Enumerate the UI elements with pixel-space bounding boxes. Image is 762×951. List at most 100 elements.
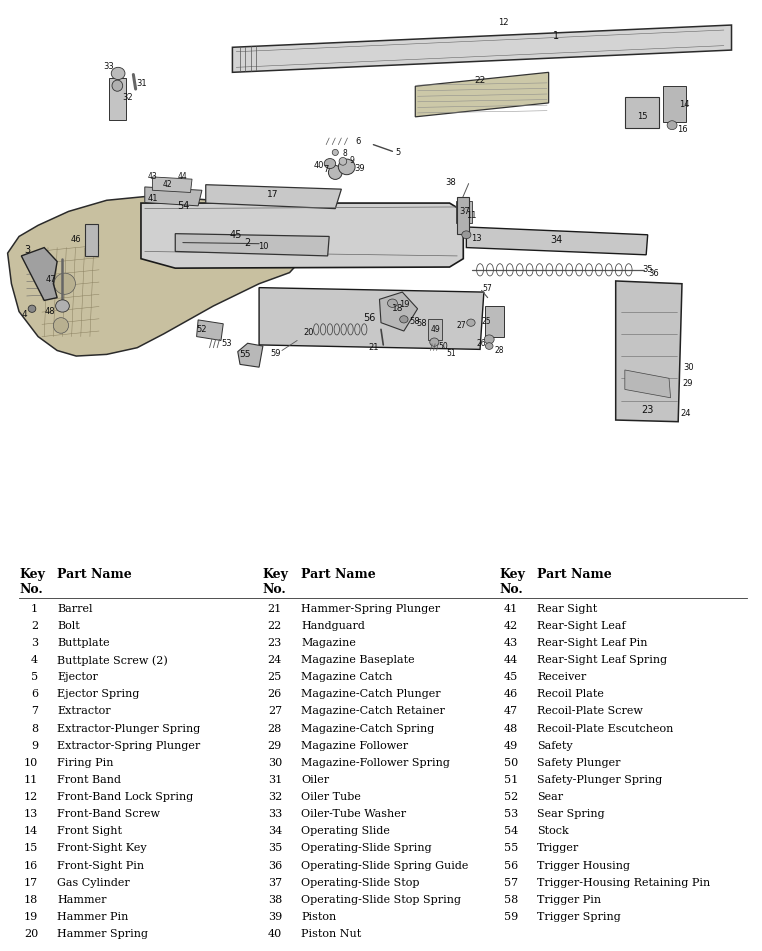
Text: 58: 58: [409, 317, 420, 326]
Polygon shape: [206, 184, 341, 208]
Ellipse shape: [332, 149, 338, 156]
Text: 36: 36: [648, 269, 659, 279]
Polygon shape: [141, 204, 463, 268]
Text: 49: 49: [504, 741, 518, 750]
Polygon shape: [616, 281, 682, 421]
Text: 48: 48: [504, 724, 518, 733]
Text: 9: 9: [31, 741, 38, 750]
Bar: [85, 223, 98, 256]
Text: 19: 19: [24, 912, 38, 922]
Text: 27: 27: [457, 320, 466, 330]
Text: 28: 28: [267, 724, 282, 733]
Text: Receiver: Receiver: [537, 672, 587, 682]
Ellipse shape: [485, 342, 493, 349]
Text: 47: 47: [46, 275, 56, 283]
Text: Piston Nut: Piston Nut: [301, 929, 361, 940]
Text: 36: 36: [267, 861, 282, 870]
Text: 23: 23: [642, 405, 654, 415]
Text: 11: 11: [466, 211, 476, 221]
Text: Ejector Spring: Ejector Spring: [57, 689, 139, 699]
Text: 28: 28: [495, 346, 504, 355]
Text: 15: 15: [637, 112, 648, 122]
Text: 47: 47: [504, 707, 518, 716]
Text: Firing Pin: Firing Pin: [57, 758, 114, 767]
Text: 45: 45: [504, 672, 518, 682]
Text: 38: 38: [446, 178, 456, 187]
Text: Extractor: Extractor: [57, 707, 110, 716]
Text: Rear-Sight Leaf: Rear-Sight Leaf: [537, 621, 626, 631]
Text: 12: 12: [498, 18, 508, 27]
Text: 52: 52: [197, 325, 207, 334]
Text: 57: 57: [504, 878, 518, 887]
Text: 31: 31: [267, 775, 282, 785]
Text: 50: 50: [439, 341, 448, 351]
Text: 16: 16: [677, 125, 687, 133]
Text: 34: 34: [267, 826, 282, 836]
Text: 33: 33: [104, 62, 114, 71]
Bar: [663, 87, 686, 123]
Text: Safety-Plunger Spring: Safety-Plunger Spring: [537, 775, 662, 785]
Polygon shape: [152, 177, 192, 192]
Text: Oiler: Oiler: [301, 775, 329, 785]
Text: Oiler-Tube Washer: Oiler-Tube Washer: [301, 809, 406, 819]
Text: Trigger-Housing Retaining Pin: Trigger-Housing Retaining Pin: [537, 878, 710, 887]
Text: 4: 4: [31, 655, 38, 665]
Text: Operating-Slide Spring Guide: Operating-Slide Spring Guide: [301, 861, 469, 870]
Text: 21: 21: [368, 343, 379, 352]
Text: 26: 26: [477, 340, 486, 348]
Text: 26: 26: [267, 689, 282, 699]
Text: Stock: Stock: [537, 826, 569, 836]
Text: 22: 22: [267, 621, 282, 631]
Text: Trigger Spring: Trigger Spring: [537, 912, 621, 922]
Text: 24: 24: [267, 655, 282, 665]
Text: 33: 33: [267, 809, 282, 819]
Ellipse shape: [466, 319, 475, 326]
Text: Magazine-Catch Spring: Magazine-Catch Spring: [301, 724, 434, 733]
Text: Buttplate: Buttplate: [57, 638, 110, 648]
Ellipse shape: [54, 273, 75, 294]
Text: Bolt: Bolt: [57, 621, 80, 631]
Polygon shape: [415, 72, 549, 117]
Text: Extractor-Plunger Spring: Extractor-Plunger Spring: [57, 724, 200, 733]
Text: Front-Sight Key: Front-Sight Key: [57, 844, 147, 853]
Text: 45: 45: [230, 230, 242, 241]
Text: Trigger Housing: Trigger Housing: [537, 861, 630, 870]
Text: 13: 13: [471, 234, 482, 243]
Text: 51: 51: [504, 775, 518, 785]
Text: 13: 13: [24, 809, 38, 819]
Text: 24: 24: [680, 410, 691, 418]
Polygon shape: [232, 25, 732, 72]
Ellipse shape: [430, 338, 439, 346]
Polygon shape: [625, 370, 671, 398]
Text: 54: 54: [177, 201, 189, 211]
Text: 32: 32: [267, 792, 282, 802]
Text: Magazine-Follower Spring: Magazine-Follower Spring: [301, 758, 450, 767]
Text: Recoil-Plate Escutcheon: Recoil-Plate Escutcheon: [537, 724, 674, 733]
Text: 8: 8: [342, 149, 347, 158]
Text: Operating Slide: Operating Slide: [301, 826, 390, 836]
Text: 30: 30: [684, 362, 694, 372]
Text: 23: 23: [267, 638, 282, 648]
Text: Hammer: Hammer: [57, 895, 107, 905]
Text: Rear-Sight Leaf Spring: Rear-Sight Leaf Spring: [537, 655, 668, 665]
Text: 42: 42: [504, 621, 518, 631]
Text: 29: 29: [682, 379, 693, 388]
Ellipse shape: [28, 305, 36, 312]
Text: Oiler Tube: Oiler Tube: [301, 792, 361, 802]
Text: 55: 55: [504, 844, 518, 853]
Text: 9: 9: [350, 156, 354, 165]
Text: Sear Spring: Sear Spring: [537, 809, 605, 819]
Text: Magazine Follower: Magazine Follower: [301, 741, 408, 750]
Text: 58: 58: [504, 895, 518, 905]
Ellipse shape: [485, 335, 494, 344]
Text: 17: 17: [24, 878, 38, 887]
Text: Key
No.: Key No.: [499, 568, 525, 596]
Text: 8: 8: [31, 724, 38, 733]
Ellipse shape: [388, 299, 398, 307]
Text: 43: 43: [504, 638, 518, 648]
Polygon shape: [145, 187, 202, 205]
Text: 41: 41: [147, 194, 158, 204]
Text: 6: 6: [31, 689, 38, 699]
Text: 11: 11: [24, 775, 38, 785]
Text: 20: 20: [303, 328, 314, 338]
